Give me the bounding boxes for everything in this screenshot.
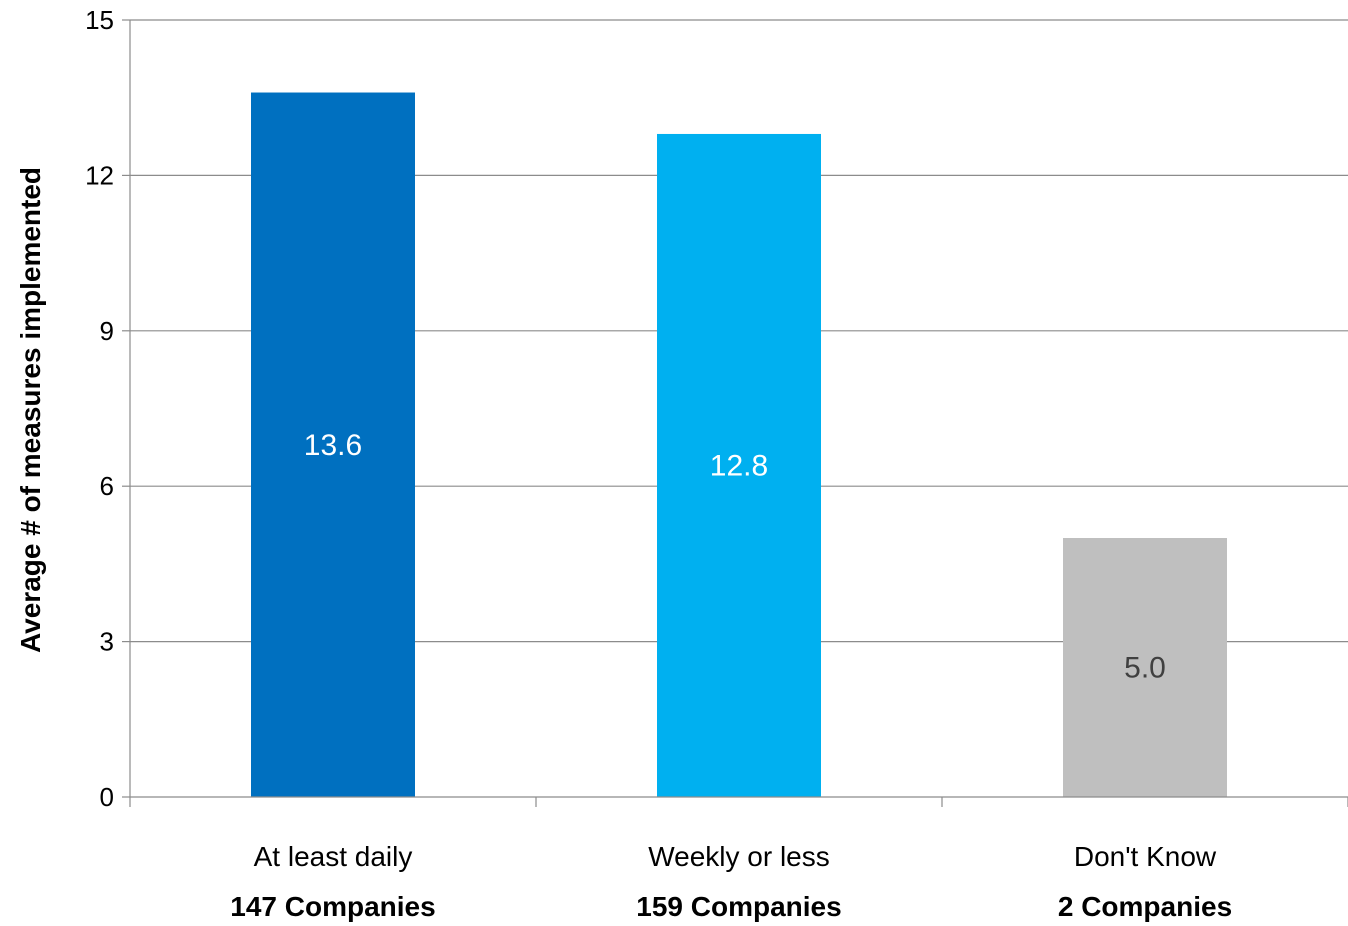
y-tick-label-4: 12 [85, 160, 114, 190]
data-label-2: 5.0 [1124, 652, 1166, 685]
axis-layer: 0 3 6 9 12 15 [85, 5, 1348, 812]
category-label-1: Weekly or less [648, 841, 830, 872]
category-sublabel-2: 2 Companies [1058, 891, 1232, 922]
category-label-0: At least daily [254, 841, 413, 872]
y-tick-label-5: 15 [85, 5, 114, 35]
label-layer: 13.6 At least daily 147 Companies 12.8 Weekl… [230, 429, 1232, 922]
y-axis-label: Average # of measures implemented [15, 167, 46, 653]
bar-2 [1063, 538, 1227, 797]
bar-1 [657, 133, 821, 797]
bar-layer [251, 92, 1227, 797]
y-tick-label-3: 9 [100, 316, 114, 346]
category-sublabel-0: 147 Companies [230, 891, 435, 922]
data-label-1: 12.8 [710, 449, 768, 482]
data-label-0: 13.6 [304, 429, 362, 462]
bar-0 [251, 92, 415, 797]
category-sublabel-1: 159 Companies [636, 891, 841, 922]
y-tick-label-0: 0 [100, 782, 114, 812]
y-tick-label-2: 6 [100, 471, 114, 501]
category-label-2: Don't Know [1074, 841, 1217, 872]
y-tick-label-1: 3 [100, 627, 114, 657]
